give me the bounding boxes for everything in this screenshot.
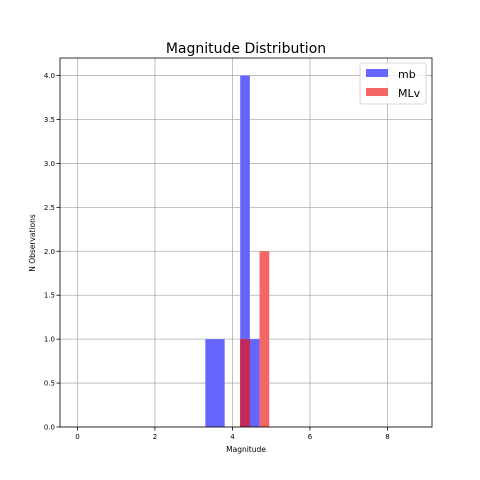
x-tick-label: 8 <box>385 433 389 441</box>
bar-overlap <box>240 339 250 427</box>
legend-swatch-mlv <box>366 88 388 96</box>
x-tick-label: 0 <box>75 433 79 441</box>
y-tick-label: 1.0 <box>44 336 55 344</box>
plot-frame <box>59 57 433 428</box>
legend-swatch-mb <box>366 69 388 77</box>
y-axis-label: N Observations <box>28 214 37 272</box>
y-tick-label: 4.0 <box>44 72 55 80</box>
y-tick-label: 2.0 <box>44 248 55 256</box>
legend-label-mb: mb <box>398 68 416 81</box>
legend-label-mlv: MLv <box>398 87 421 100</box>
axes <box>59 57 433 428</box>
y-tick-label: 1.5 <box>44 292 55 300</box>
chart-title: Magnitude Distribution <box>166 41 326 57</box>
bars <box>205 75 270 428</box>
y-tick-label: 3.0 <box>44 160 55 168</box>
bar-mb <box>205 339 225 427</box>
y-tick-label: 0.5 <box>44 380 55 388</box>
x-tick-label: 2 <box>153 433 157 441</box>
y-tick-label: 2.5 <box>44 204 55 212</box>
ticks: 0 2 4 6 8 0.0 0.5 1.0 1.5 2.0 2.5 3.0 3.5 4.0 <box>44 72 390 441</box>
legend: mb MLv <box>359 62 427 105</box>
x-tick-label: 4 <box>230 433 235 441</box>
x-axis-label: Magnitude <box>226 445 266 454</box>
bar-mb <box>249 339 260 427</box>
bar-mb <box>240 75 250 428</box>
y-tick-label: 3.5 <box>44 116 55 124</box>
bar-mlv <box>259 251 270 427</box>
x-tick-label: 6 <box>308 433 313 441</box>
y-tick-label: 0.0 <box>44 424 55 432</box>
